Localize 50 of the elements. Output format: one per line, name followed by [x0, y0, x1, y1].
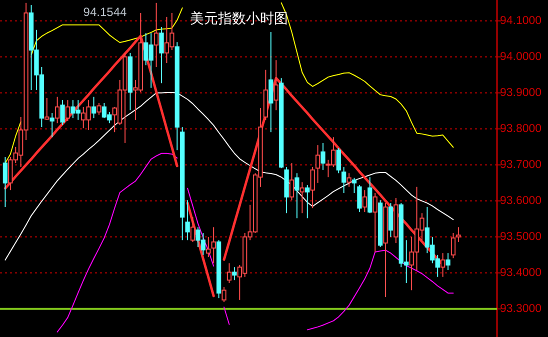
candlestick	[346, 172, 352, 188]
candlestick	[2, 156, 8, 208]
candlestick	[54, 96, 60, 124]
candlestick	[289, 162, 294, 201]
y-tick-label: 93.6000	[500, 194, 542, 207]
candlestick	[44, 97, 50, 120]
candlestick	[96, 102, 102, 116]
y-tick-label: 93.9000	[500, 86, 542, 99]
candlestick	[446, 252, 450, 271]
y-tick-label: 93.4000	[500, 266, 542, 279]
candlestick	[388, 202, 394, 238]
candlestick	[211, 226, 216, 264]
candlestick	[190, 216, 196, 242]
candlestick	[352, 177, 357, 194]
candlestick	[222, 286, 226, 303]
candlestick	[206, 236, 211, 258]
candlestick	[232, 266, 237, 281]
candlestick	[336, 147, 341, 174]
candlestick	[372, 192, 378, 253]
candlestick	[274, 60, 278, 111]
candlestick	[320, 142, 326, 170]
y-tick-label: 94.0000	[500, 50, 542, 63]
candlestick	[315, 144, 320, 184]
line-series	[4, 92, 454, 260]
candlestick	[440, 252, 446, 278]
candlestick	[91, 96, 96, 119]
annotation: 94.1544	[83, 5, 128, 19]
y-tick-label: 93.7000	[500, 158, 542, 171]
candlestick	[159, 26, 164, 84]
text: 美元指数小时图	[190, 10, 288, 26]
candlestick	[226, 262, 232, 284]
candlestick	[300, 182, 304, 214]
candlestick	[154, 2, 159, 68]
candlestick	[50, 112, 54, 138]
candlestick	[268, 32, 274, 133]
candlestick	[456, 226, 461, 242]
candlestick	[294, 172, 300, 219]
candlestick	[362, 190, 367, 213]
candlestick	[185, 200, 190, 241]
candlestick	[450, 232, 456, 259]
candlestick	[65, 100, 70, 122]
y-tick-label: 93.3000	[500, 302, 542, 315]
candlestick	[60, 100, 65, 126]
candlestick	[357, 184, 362, 213]
candlestick	[342, 166, 346, 194]
y-tick-label: 93.8000	[500, 122, 542, 135]
y-tick-label: 93.5000	[500, 230, 542, 243]
candlestick	[310, 166, 315, 209]
y-tick-label: 94.1000	[500, 14, 542, 27]
candlestick	[305, 184, 310, 219]
